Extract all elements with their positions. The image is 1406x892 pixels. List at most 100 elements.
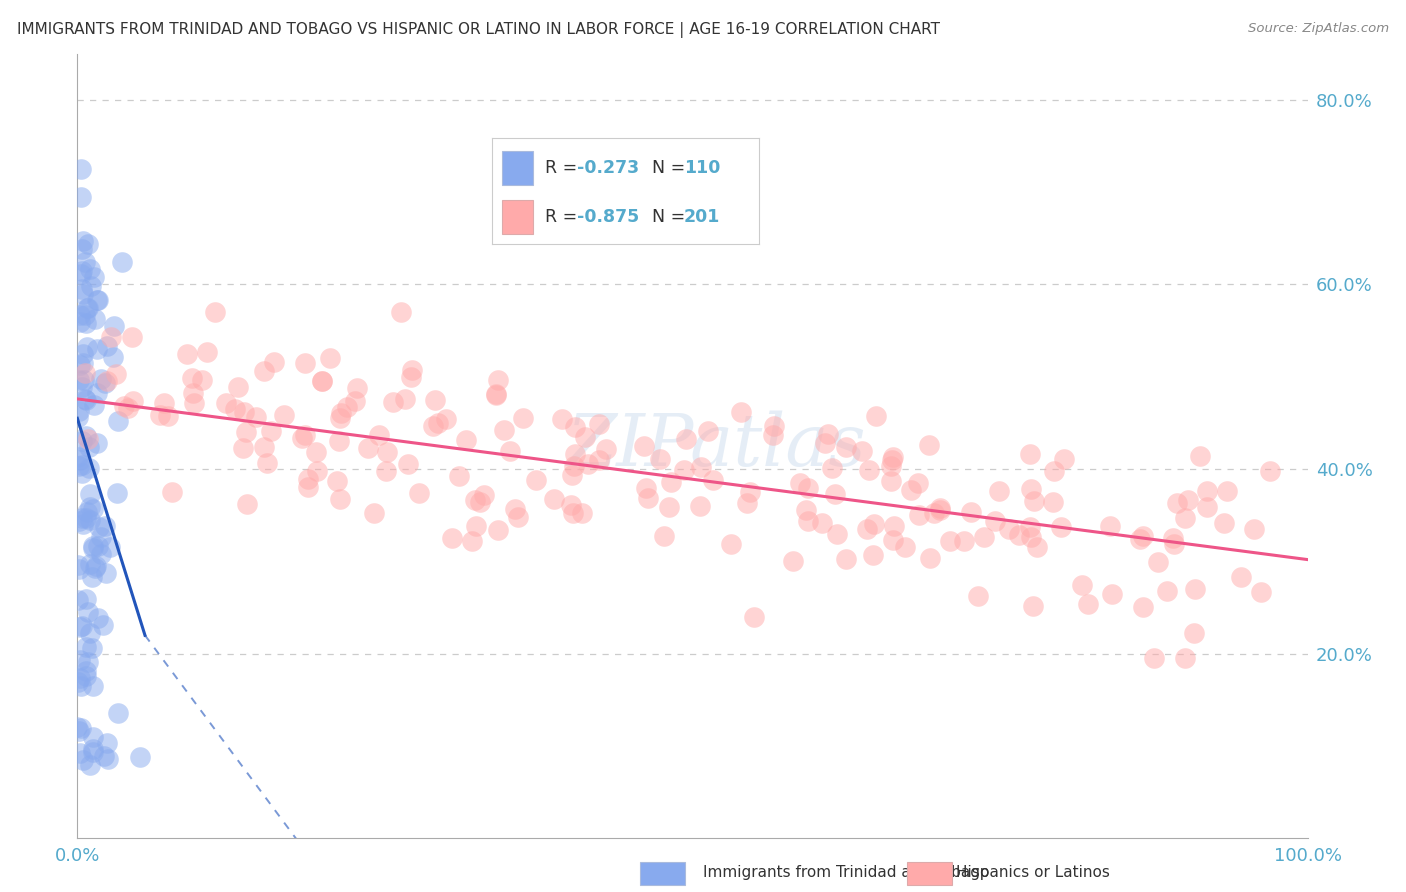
Point: [560, 498, 582, 512]
Point: [329, 406, 352, 420]
Point: [87, 539, 110, 553]
Point: [70, 161, 93, 176]
Point: [294, 427, 316, 442]
Point: [1161, 531, 1184, 545]
Point: [83, 269, 105, 284]
Point: [180, 371, 202, 385]
Point: [76, 340, 98, 354]
Point: [820, 460, 842, 475]
Point: [93, 748, 115, 763]
Point: [72, 753, 94, 767]
Point: [69, 619, 91, 633]
Point: [263, 355, 285, 369]
Point: [735, 496, 758, 510]
Point: [79, 757, 101, 772]
Point: [181, 386, 204, 401]
Point: [486, 373, 509, 387]
Point: [1166, 496, 1188, 510]
Point: [396, 458, 419, 472]
Text: ZIPatlas: ZIPatlas: [567, 410, 868, 482]
Point: [880, 474, 903, 488]
Point: [70, 619, 93, 633]
Point: [273, 408, 295, 422]
Point: [1008, 528, 1031, 542]
Text: R =: R =: [546, 208, 583, 226]
Point: [226, 380, 249, 394]
Point: [80, 640, 103, 655]
Point: [121, 330, 143, 344]
Point: [673, 463, 696, 477]
Point: [80, 570, 103, 584]
Point: [485, 388, 508, 402]
Point: [104, 368, 127, 382]
Point: [84, 561, 107, 575]
Point: [224, 401, 246, 416]
Point: [79, 262, 101, 277]
Point: [900, 483, 922, 497]
Point: [1250, 584, 1272, 599]
Point: [375, 464, 398, 478]
Point: [70, 267, 93, 281]
Point: [329, 491, 352, 506]
Point: [66, 450, 89, 464]
Point: [69, 309, 91, 323]
Point: [862, 549, 884, 563]
Point: [70, 679, 93, 693]
Point: [720, 537, 742, 551]
Point: [72, 517, 94, 532]
Point: [77, 655, 100, 669]
Point: [1022, 599, 1045, 613]
Point: [456, 434, 478, 448]
Point: [75, 640, 97, 654]
Text: R =: R =: [546, 159, 583, 177]
Point: [311, 374, 333, 388]
Point: [107, 706, 129, 721]
Point: [82, 730, 104, 744]
Point: [794, 502, 817, 516]
Point: [543, 491, 565, 506]
Point: [107, 414, 129, 428]
Point: [1101, 587, 1123, 601]
Point: [882, 533, 904, 548]
Point: [69, 721, 91, 735]
Point: [856, 522, 879, 536]
Point: [111, 254, 134, 268]
Point: [1018, 447, 1040, 461]
Point: [253, 364, 276, 378]
Point: [67, 404, 90, 418]
Point: [294, 356, 316, 370]
Point: [637, 491, 659, 505]
Point: [1174, 651, 1197, 665]
Point: [441, 531, 464, 545]
Point: [232, 441, 254, 455]
Point: [465, 519, 488, 533]
Point: [70, 434, 93, 448]
Point: [690, 460, 713, 475]
Point: [75, 510, 97, 524]
Point: [883, 519, 905, 533]
Point: [69, 671, 91, 685]
Point: [84, 311, 107, 326]
Point: [80, 279, 103, 293]
Point: [76, 301, 98, 315]
Point: [96, 736, 118, 750]
Point: [67, 458, 90, 473]
Point: [96, 374, 118, 388]
Point: [96, 339, 118, 353]
Point: [82, 540, 104, 554]
Point: [66, 558, 89, 573]
Point: [67, 562, 90, 576]
Point: [305, 464, 328, 478]
Point: [94, 566, 117, 580]
Point: [75, 392, 97, 407]
Point: [129, 749, 152, 764]
Point: [94, 376, 117, 390]
Point: [121, 393, 143, 408]
Point: [1042, 464, 1064, 478]
Point: [894, 540, 917, 554]
Point: [858, 463, 880, 477]
Point: [503, 501, 526, 516]
Point: [70, 242, 93, 256]
Point: [311, 374, 333, 388]
Point: [86, 386, 108, 401]
